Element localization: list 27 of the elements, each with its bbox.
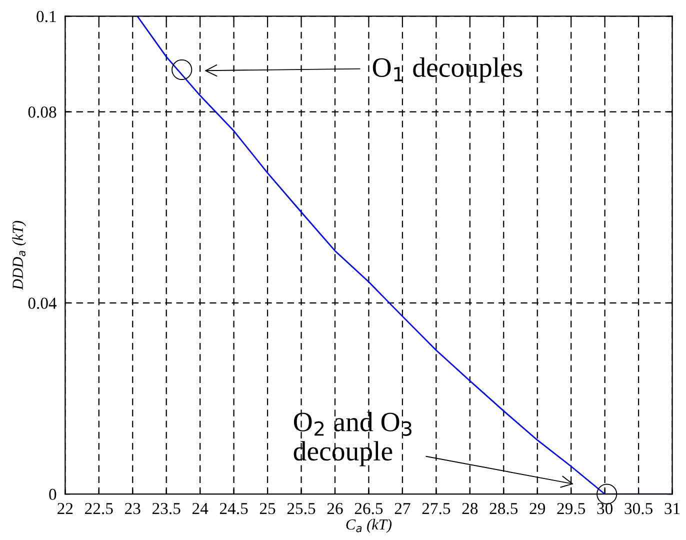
x-tick-label: 26.5	[354, 502, 383, 514]
x-tick-label: 22	[58, 502, 73, 514]
annotation: O$_{2}$ and O$_{3}$ decouple	[294, 412, 412, 466]
x-tick-label: 30	[597, 502, 613, 514]
x-tick-label: 23.5	[152, 502, 180, 514]
x-tick-label: 28.5	[490, 502, 518, 514]
x-tick-label: 24	[192, 502, 208, 514]
x-tick-label: 23	[125, 502, 140, 514]
x-tick-label: 25.5	[287, 502, 316, 514]
x-tick-label: 25	[260, 502, 276, 514]
annotation: O$_{1}$ decouples	[372, 57, 522, 83]
y-tick-label: 0.1	[36, 10, 56, 22]
x-tick-label: 22.5	[85, 502, 113, 514]
x-tick-label: 31	[664, 502, 680, 514]
x-tick-label: 24.5	[220, 502, 248, 514]
y-tick-label: 0	[49, 488, 56, 500]
x-tick-label: 29	[530, 502, 546, 514]
x-tick-label: 27.5	[422, 502, 450, 514]
x-tick-label: 27	[394, 502, 410, 514]
x-axis-title: C$_{a}$ (kT)	[346, 518, 392, 533]
y-tick-label: 0.08	[28, 106, 56, 118]
x-tick-label: 29.5	[557, 502, 586, 514]
y-tick-label: 0.04	[28, 298, 57, 309]
x-tick-label: 28	[462, 502, 478, 514]
x-tick-label: 30.5	[624, 502, 652, 514]
x-tick-label: 26	[327, 502, 343, 514]
y-axis-title: DDD$_{a}$ (kT)	[12, 220, 26, 290]
